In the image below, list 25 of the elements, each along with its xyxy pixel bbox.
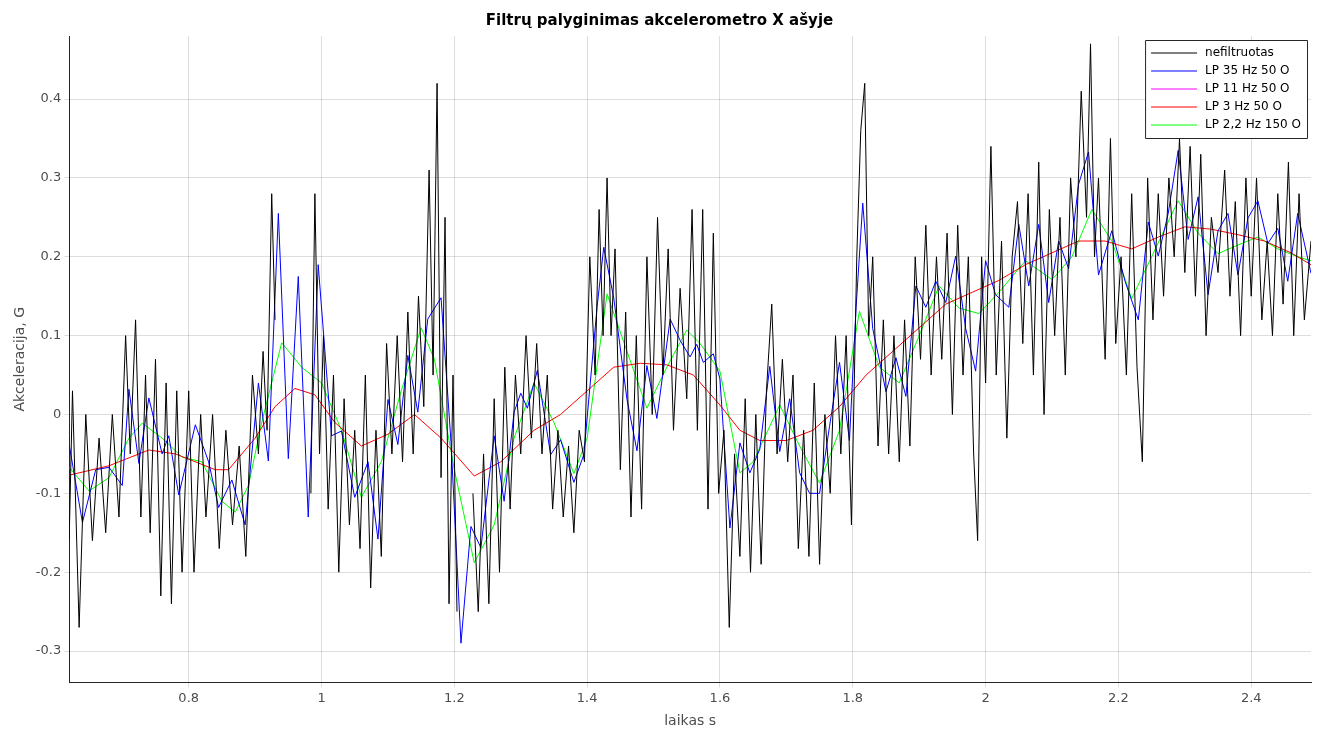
y-tick-label: 0.2 xyxy=(40,248,62,264)
y-tick-label: 0.1 xyxy=(40,327,62,343)
y-tick-label: 0.3 xyxy=(40,169,62,185)
legend-label: LP 35 Hz 50 O xyxy=(1205,63,1290,78)
y-axis-title: Akceleracija, G xyxy=(11,306,28,412)
y-tick-label: -0.3 xyxy=(35,642,62,658)
x-tick-label: 1.6 xyxy=(709,689,731,705)
x-tick-label: 0.8 xyxy=(178,689,200,705)
x-tick-label: 2 xyxy=(981,689,990,705)
x-tick-label: 1.4 xyxy=(576,689,598,705)
x-tick-label: 1 xyxy=(317,689,326,705)
chart-title: Filtrų palyginimas akcelerometro X ašyje xyxy=(485,10,834,29)
legend-label: LP 3 Hz 50 O xyxy=(1205,99,1282,114)
x-tick-label: 1.2 xyxy=(443,689,465,705)
y-tick-label: 0 xyxy=(52,405,62,421)
x-axis-title: laikas s xyxy=(664,712,716,729)
legend-label: LP 2,2 Hz 150 O xyxy=(1205,117,1301,132)
y-tick-label: -0.2 xyxy=(35,563,62,579)
x-tick-label: 2.2 xyxy=(1108,689,1129,705)
y-tick-label: -0.1 xyxy=(35,484,62,500)
legend-label: LP 11 Hz 50 O xyxy=(1205,81,1290,96)
x-tick-label: 1.8 xyxy=(842,689,864,705)
legend-label: nefiltruotas xyxy=(1205,45,1274,60)
y-tick-label: 0.4 xyxy=(40,90,62,106)
x-tick-label: 2.4 xyxy=(1240,689,1262,705)
